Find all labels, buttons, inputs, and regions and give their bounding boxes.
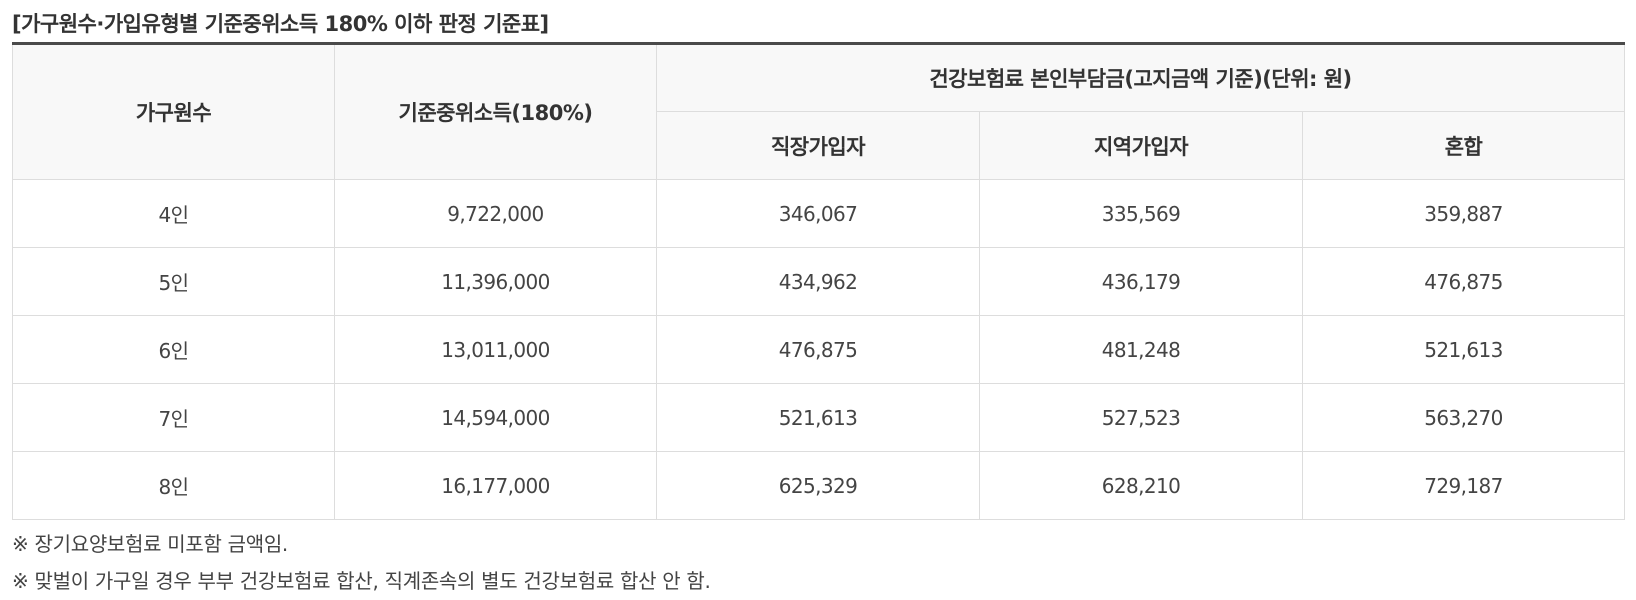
cell-household-size: 8인	[12, 451, 335, 520]
cell-employee: 625,329	[656, 451, 980, 520]
cell-median-income: 13,011,000	[334, 315, 657, 384]
cell-mixed: 359,887	[1301, 179, 1626, 248]
table-row: 5인 11,396,000 434,962 436,179 476,875	[12, 247, 1626, 316]
cell-median-income: 9,722,000	[334, 179, 657, 248]
header-row-2: 직장가입자 지역가입자 혼합	[13, 111, 1626, 180]
cell-mixed: 476,875	[1301, 247, 1626, 316]
cell-employee: 476,875	[656, 315, 980, 384]
table-row: 8인 16,177,000 625,329 628,210 729,187	[12, 451, 1626, 520]
footnote: ※ 장기요양보험료 미포함 금액임.	[12, 532, 288, 556]
cell-regional: 481,248	[979, 315, 1303, 384]
cell-regional: 335,569	[979, 179, 1303, 248]
cell-household-size: 5인	[12, 247, 335, 316]
footnotes: ※ 장기요양보험료 미포함 금액임. ※ 맞벌이 가구일 경우 부부 건강보험료…	[12, 526, 1624, 600]
cell-regional: 628,210	[979, 451, 1303, 520]
cell-mixed: 729,187	[1301, 451, 1626, 520]
table-row: 7인 14,594,000 521,613 527,523 563,270	[12, 383, 1626, 452]
header-premium-group: 건강보험료 본인부담금(고지금액 기준)(단위: 원)	[655, 43, 1626, 112]
table-caption: [가구원수·가입유형별 기준중위소득 180% 이하 판정 기준표]	[12, 12, 549, 36]
header-row-1: 가구원수 기준중위소득(180%) 건강보험료 본인부담금(고지금액 기준)(단…	[12, 43, 1626, 180]
cell-regional: 436,179	[979, 247, 1303, 316]
cell-employee: 346,067	[656, 179, 980, 248]
cell-employee: 521,613	[656, 383, 980, 452]
content-area: [가구원수·가입유형별 기준중위소득 180% 이하 판정 기준표] 가구원수 …	[12, 0, 1626, 600]
cell-regional: 527,523	[979, 383, 1303, 452]
cell-mixed: 521,613	[1301, 315, 1626, 384]
header-regional: 지역가입자	[979, 111, 1303, 180]
cell-household-size: 6인	[12, 315, 335, 384]
cell-household-size: 4인	[12, 179, 335, 248]
table-row: 4인 9,722,000 346,067 335,569 359,887	[12, 179, 1626, 248]
header-mixed: 혼합	[1301, 111, 1626, 180]
table-header: 가구원수 기준중위소득(180%) 건강보험료 본인부담금(고지금액 기준)(단…	[12, 43, 1626, 180]
table-row: 6인 13,011,000 476,875 481,248 521,613	[12, 315, 1626, 384]
header-employee: 직장가입자	[656, 111, 980, 180]
income-criteria-table: 가구원수 기준중위소득(180%) 건강보험료 본인부담금(고지금액 기준)(단…	[12, 42, 1626, 520]
cell-household-size: 7인	[12, 383, 335, 452]
cell-median-income: 16,177,000	[334, 451, 657, 520]
cell-median-income: 11,396,000	[334, 247, 657, 316]
header-median-income: 기준중위소득(180%)	[334, 43, 657, 180]
cell-median-income: 14,594,000	[334, 383, 657, 452]
cell-mixed: 563,270	[1301, 383, 1626, 452]
table-body: 4인 9,722,000 346,067 335,569 359,887 5인 …	[12, 179, 1626, 520]
cell-employee: 434,962	[656, 247, 980, 316]
footnote: ※ 맞벌이 가구일 경우 부부 건강보험료 합산, 직계존속의 별도 건강보험료…	[12, 569, 711, 593]
header-household-size: 가구원수	[12, 43, 335, 180]
